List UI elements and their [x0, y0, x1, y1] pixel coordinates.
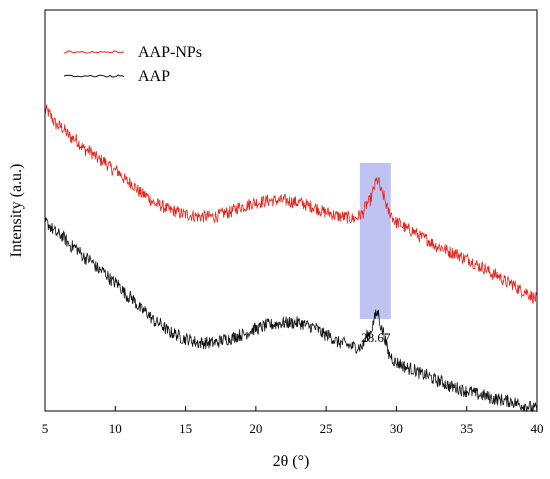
x-tick-label: 15: [179, 421, 192, 436]
x-tick-label: 10: [109, 421, 122, 436]
y-axis-label: Intensity (a.u.): [8, 164, 25, 258]
x-axis-ticks: 5 10 15 20 25 30 35 40: [42, 406, 544, 436]
x-tick-label: 25: [320, 421, 333, 436]
peak-annotation: 28.67: [361, 330, 391, 345]
series-line-aap: [44, 216, 538, 413]
plot-frame: [44, 9, 538, 412]
x-tick-label: 30: [390, 421, 403, 436]
highlight-band: [359, 163, 391, 319]
series-layer: [44, 104, 538, 413]
series-line-aap-nps: [44, 104, 538, 304]
x-tick-label: 40: [531, 421, 544, 436]
legend: AAP-NPs AAP: [63, 44, 202, 85]
x-tick-label: 20: [249, 421, 262, 436]
x-tick-label: 35: [460, 421, 473, 436]
x-tick-label: 5: [42, 421, 49, 436]
legend-entry-aap: AAP: [138, 68, 170, 85]
legend-swatch-aap-nps: [63, 50, 125, 54]
legend-swatch-aap: [63, 74, 125, 78]
legend-entry-aap-nps: AAP-NPs: [138, 44, 202, 61]
x-axis-label: 2θ (°): [273, 453, 310, 470]
